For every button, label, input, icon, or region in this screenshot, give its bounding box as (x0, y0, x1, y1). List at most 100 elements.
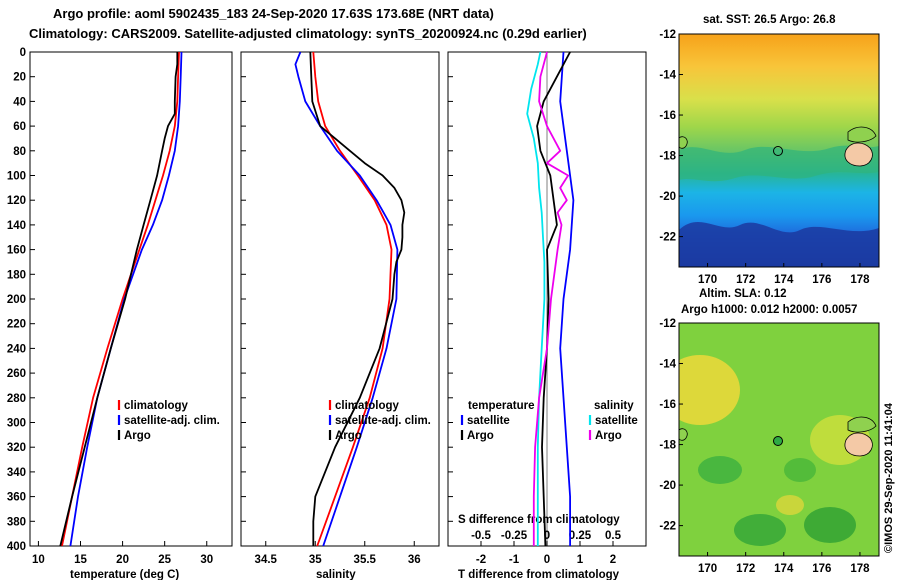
map-y-tick-label: -14 (659, 70, 676, 82)
x-tick-label: -2 (476, 554, 486, 566)
sst-map-cold-eddies (679, 221, 879, 267)
map-y-tick-label: -12 (659, 29, 676, 41)
altimetry-map-island-north (847, 416, 877, 433)
map-x-tick-label: 170 (698, 274, 717, 286)
depth-tick-label: 120 (7, 195, 26, 207)
altimetry-map-high-south (776, 495, 804, 515)
legends: climatology satellite-adj. clim. Argo clima… (117, 400, 638, 442)
map-x-tick-label: 176 (812, 563, 831, 575)
sst-map-island-west (679, 136, 688, 149)
map-x-tick-label: 178 (850, 563, 870, 575)
sst-map-xlabel: Altim. SLA: 0.12 (699, 288, 787, 300)
map-y-tick-label: -20 (659, 480, 676, 492)
map-y-tick-label: -14 (659, 359, 676, 371)
depth-tick-label: 260 (7, 368, 26, 380)
x-tick-label: 35.5 (354, 554, 377, 566)
temperature-legend-label: Argo (124, 430, 151, 442)
depth-tick-label: 100 (7, 171, 26, 183)
x-tick-label: 30 (200, 554, 213, 566)
salinity-climatology-line (312, 51, 393, 547)
sst-map-island-north (847, 126, 877, 143)
salinity-legend-label: Argo (335, 430, 362, 442)
map-y-tick-label: -22 (659, 521, 676, 533)
map-y-tick-label: -22 (659, 232, 676, 244)
diff-temperature-legend-label: satellite (467, 415, 510, 427)
x2-tick-label: 0.25 (569, 530, 592, 542)
sst-map-frame (678, 33, 880, 268)
depth-tick-label: 300 (7, 418, 26, 430)
map-x-tick-label: 172 (736, 274, 755, 286)
map-x-tick-label: 174 (774, 563, 794, 575)
x-tick-label: 0 (544, 554, 550, 566)
salinity-legend-label: climatology (335, 400, 400, 412)
altimetry-map-island-west (679, 428, 688, 441)
depth-tick-label: 180 (7, 269, 26, 281)
map-x-tick-label: 172 (736, 563, 755, 575)
salinity-panel-frame (240, 51, 440, 547)
temperature-xlabel: temperature (deg C) (70, 569, 179, 580)
x-tick-label: 10 (32, 554, 45, 566)
altimetry-map-low-1 (698, 456, 742, 484)
altimetry-map-low-2 (734, 514, 786, 546)
x-tick-label: 1 (577, 554, 584, 566)
diff-temperature-legend-label: Argo (467, 430, 494, 442)
figure-title-line-2: Climatology: CARS2009. Satellite-adjuste… (29, 26, 587, 41)
diff-salinity-legend-title: salinity (594, 400, 634, 412)
map-y-tick-label: -16 (659, 110, 676, 122)
altimetry-map (679, 323, 879, 556)
temperature-diff-argo-line (536, 51, 571, 547)
x-tick-label: 15 (74, 554, 87, 566)
temperature-climatology-line (61, 51, 180, 547)
depth-tick-label: 20 (13, 72, 26, 84)
depth-tick-label: 140 (7, 220, 26, 232)
salinity-diff-satellite-line (526, 51, 546, 546)
salinity-satellite-adj-clim--line (294, 51, 399, 547)
figure-title-line-1: Argo profile: aoml 5902435_183 24-Sep-20… (53, 6, 494, 21)
altimetry-map-frame (678, 322, 880, 557)
altimetry-map-low-3 (804, 507, 856, 543)
map-x-tick-label: 176 (812, 274, 831, 286)
altimetry-map-title: Argo h1000: 0.012 h2000: 0.0057 (681, 304, 857, 316)
depth-tick-label: 240 (7, 343, 26, 355)
salinity-diff-argo-line (532, 51, 569, 546)
salinity-xlabel: salinity (316, 569, 356, 580)
x-tick-label: 35 (309, 554, 322, 566)
depth-tick-label: 400 (7, 541, 26, 553)
depth-tick-label: 340 (7, 467, 26, 479)
depth-tick-label: 200 (7, 294, 26, 306)
depth-tick-label: 80 (13, 146, 26, 158)
altimetry-map-island-east (844, 432, 873, 457)
depth-tick-label: 320 (7, 442, 26, 454)
diff-salinity-legend-label: Argo (595, 430, 622, 442)
x-tick-label: 36 (408, 554, 421, 566)
map-y-tick-label: -18 (659, 440, 676, 452)
map-y-tick-label: -20 (659, 191, 676, 203)
depth-tick-label: 380 (7, 516, 26, 528)
x-tick-label: 2 (610, 554, 616, 566)
difference-x2label: S difference from climatology (458, 514, 620, 526)
depth-tick-label: 0 (20, 47, 26, 59)
depth-tick-label: 360 (7, 492, 26, 504)
depth-tick-label: 60 (13, 121, 26, 133)
map-x-tick-label: 170 (698, 563, 717, 575)
x-tick-label: 20 (116, 554, 129, 566)
salinity-argo-line (309, 51, 406, 546)
depth-tick-label: 280 (7, 393, 26, 405)
diff-temperature-legend-title: temperature (468, 400, 534, 412)
temperature-panel-frame (29, 51, 233, 547)
sst-map (679, 34, 879, 267)
temperature-argo-line (59, 52, 179, 547)
depth-tick-label: 40 (13, 96, 26, 108)
x2-tick-label: -0.25 (501, 530, 528, 542)
altimetry-map-low-4 (784, 458, 816, 482)
depth-tick-label: 160 (7, 245, 26, 257)
x-tick-label: 34.5 (255, 554, 278, 566)
profile-lines (59, 51, 575, 547)
sst-map-title: sat. SST: 26.5 Argo: 26.8 (703, 14, 836, 26)
temperature-legend-label: climatology (124, 400, 189, 412)
salinity-legend-label: satellite-adj. clim. (335, 415, 431, 427)
altimetry-map-high-west (679, 355, 740, 425)
x2-tick-label: 0.5 (605, 530, 622, 542)
map-x-tick-label: 178 (850, 274, 870, 286)
